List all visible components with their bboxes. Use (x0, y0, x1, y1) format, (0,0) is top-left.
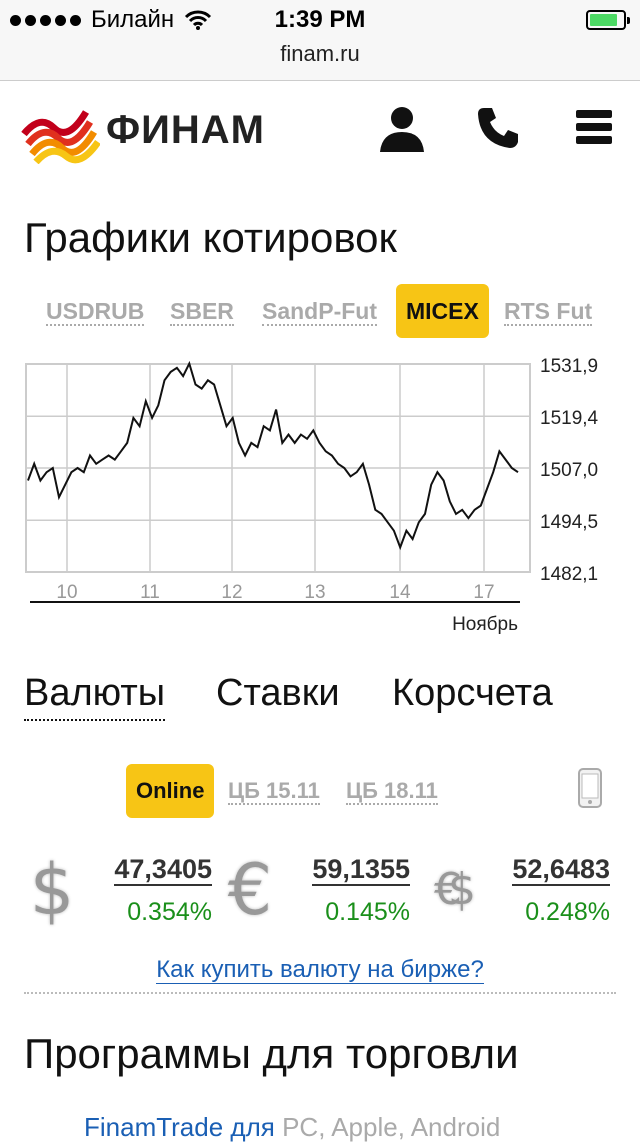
rate-change: 0.248% (525, 898, 610, 926)
y-tick-label: 1519,4 (540, 408, 599, 429)
x-tick-label: 13 (304, 582, 325, 603)
tab-cb-18-11[interactable]: ЦБ 18.11 (346, 778, 438, 805)
tab-sber[interactable]: SBER (170, 298, 234, 326)
tab-cb-15-11[interactable]: ЦБ 15.11 (228, 778, 320, 805)
tab-online[interactable]: Online (126, 764, 215, 818)
tab-currencies[interactable]: Валюты (24, 672, 166, 721)
how-to-buy-currency-link[interactable]: Как купить валюту на бирже? (156, 956, 484, 984)
phone-icon[interactable] (476, 104, 522, 150)
wifi-icon (185, 10, 212, 30)
divider (24, 992, 616, 994)
quotes-title: Графики котировок (24, 214, 397, 261)
series-line (27, 360, 519, 551)
clock: 1:39 PM (274, 6, 366, 33)
y-tick-label: 1482,1 (540, 564, 598, 585)
tab-sandp-fut[interactable]: SandP-Fut (262, 298, 377, 326)
programs-title: Программы для торговли (24, 1030, 519, 1077)
rate-change: 0.145% (325, 898, 410, 926)
signal-icon (10, 14, 81, 26)
site-header: ФИНАМ (0, 80, 640, 190)
tab-usdrub[interactable]: USDRUB (46, 298, 145, 326)
mobile-device-icon[interactable] (578, 768, 602, 808)
x-axis-label: Ноябрь (452, 614, 518, 635)
tab-rates[interactable]: Ставки (216, 672, 340, 714)
battery-icon (586, 10, 630, 30)
rate-basket: €$ 52,6483 0.248% (418, 840, 618, 940)
currency-subtabs: Online ЦБ 15.11 ЦБ 18.11 (0, 764, 640, 818)
x-tick-label: 17 (473, 582, 494, 603)
quote-tabs: USDRUB SBER SandP-Fut MICEX RTS Fut (0, 284, 640, 338)
finam-logo-icon[interactable] (20, 94, 100, 164)
x-tick-label: 14 (389, 582, 411, 603)
quotes-chart: 1531,9 1519,4 1507,0 1494,5 1482,1 10 11 12 13 14… (25, 356, 599, 635)
menu-icon[interactable] (576, 110, 612, 144)
url-text: finam.ru (280, 41, 360, 66)
carrier-name: Билайн (91, 6, 175, 33)
y-tick-label: 1507,0 (540, 460, 598, 481)
rate-usd: $ 47,3405 0.354% (22, 840, 222, 940)
logo-text: ФИНАМ (106, 108, 265, 152)
currency-rates: $ 47,3405 0.354% € 59,1355 0.145% €$ 52,… (0, 840, 640, 940)
rate-eur: € 59,1355 0.145% (220, 840, 420, 940)
x-tick-label: 12 (221, 582, 242, 603)
y-tick-label: 1531,9 (540, 356, 598, 377)
tab-rts-fut[interactable]: RTS Fut (504, 298, 593, 326)
rate-value[interactable]: 47,3405 (114, 854, 212, 886)
y-tick-label: 1494,5 (540, 512, 598, 533)
tab-corr-accounts[interactable]: Корсчета (392, 672, 553, 714)
tab-micex[interactable]: MICEX (396, 284, 489, 338)
finamtrade-link-text: FinamTrade для (84, 1112, 275, 1142)
user-icon[interactable] (378, 104, 426, 152)
status-bar: Билайн 1:39 PM (0, 0, 640, 40)
rate-value[interactable]: 59,1355 (312, 854, 410, 886)
platforms-text: PC, Apple, Android (282, 1112, 501, 1142)
url-bar[interactable]: finam.ru (0, 40, 640, 81)
euro-icon: € (227, 849, 273, 931)
carrier: Билайн (10, 6, 212, 34)
x-tick-label: 11 (140, 582, 160, 603)
dollar-icon: $ (29, 849, 75, 931)
rate-change: 0.354% (127, 898, 212, 926)
rate-value[interactable]: 52,6483 (512, 854, 610, 886)
finamtrade-link[interactable]: FinamTrade для PC, Apple, Android (84, 1112, 500, 1143)
x-tick-label: 10 (56, 582, 77, 603)
basket-icon: €$ (434, 864, 476, 915)
